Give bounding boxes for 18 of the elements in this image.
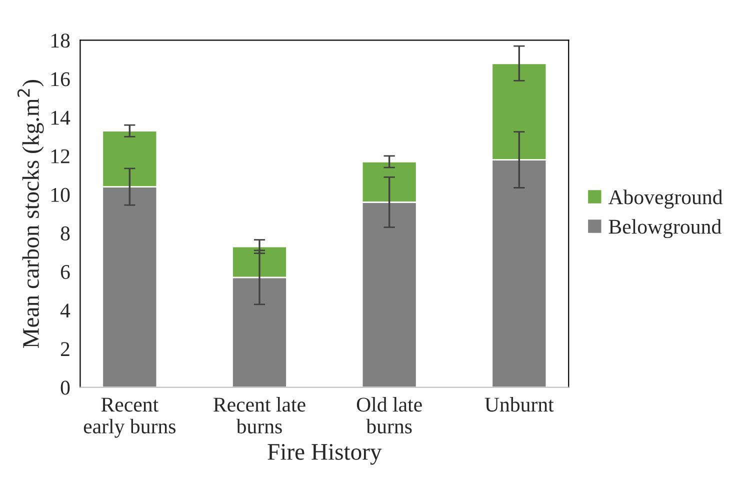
y-tick-label: 4 (60, 304, 70, 318)
y-tick-label: 10 (51, 188, 70, 202)
y-tick-label: 6 (60, 265, 70, 280)
y-tick-label: 18 (51, 34, 70, 48)
y-tick-label: 0 (60, 380, 70, 395)
y-tick-label: 14 (51, 110, 70, 125)
legend-label: Belowground (608, 219, 722, 238)
y-axis-title: Mean carbon stocks (kg.m$^{2}$) (17, 80, 44, 348)
x-tick-label: Recent late burns (214, 397, 306, 434)
x-axis-title: Fire History (268, 444, 382, 465)
y-tick-label: 2 (60, 342, 70, 356)
y-tick-label: 12 (51, 149, 70, 164)
y-tick-label: 8 (60, 226, 70, 240)
x-tick-label: Recent early burns (84, 398, 176, 438)
y-tick-label: 16 (51, 72, 70, 86)
legend-label: Aboveground (608, 190, 723, 209)
x-tick-label: Old late burns (356, 397, 422, 434)
x-tick-label: Unburnt (484, 397, 554, 412)
